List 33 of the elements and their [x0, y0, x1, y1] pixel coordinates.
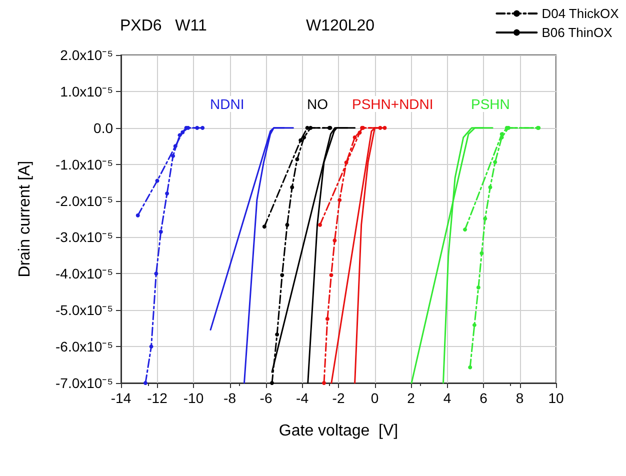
- annotation: PSHN+NDNI: [352, 96, 434, 112]
- x-tick-label: 10: [548, 390, 564, 406]
- x-axis-title: Gate voltage [V]: [278, 422, 398, 440]
- chart-title: PXD6 W11: [120, 18, 207, 34]
- x-tick-label: -12: [147, 390, 168, 406]
- x-tick-label: 2: [407, 390, 416, 406]
- y-tick-label: -1.0x10⁻⁵: [56, 156, 113, 172]
- y-tick-label: 0.0: [94, 120, 114, 136]
- x-tick-label: -14: [110, 390, 132, 406]
- y-tick-label: 2.0x10⁻⁵: [60, 47, 113, 63]
- legend-label: D04 ThickOX: [542, 6, 620, 21]
- annotation: NO: [307, 96, 328, 112]
- x-tick-label: -8: [224, 390, 236, 406]
- y-tick-label: -2.0x10⁻⁵: [56, 192, 113, 209]
- legend-label: B06 ThinOX: [542, 25, 613, 40]
- y-tick-label: -7.0x10⁻⁵: [56, 375, 113, 391]
- y-tick-label: -4.0x10⁻⁵: [56, 266, 113, 282]
- y-tick-label: -5.0x10⁻⁵: [56, 302, 113, 318]
- x-tick-label: -2: [332, 390, 345, 406]
- x-tick-label: -4: [296, 390, 309, 406]
- x-tick-label: 6: [480, 390, 488, 406]
- x-tick-label: -6: [260, 390, 272, 406]
- y-axis-title: Drain current [A]: [16, 160, 34, 278]
- y-tick-label: -3.0x10⁻⁵: [56, 229, 113, 246]
- x-tick-label: -10: [183, 390, 204, 406]
- annotation: NDNI: [210, 96, 244, 112]
- y-tick-label: -6.0x10⁻⁵: [56, 338, 113, 355]
- annotation: PSHN: [471, 96, 510, 112]
- x-tick-label: 0: [370, 390, 379, 406]
- y-tick-label: 1.0x10⁻⁵: [60, 83, 113, 100]
- x-tick-label: 4: [443, 390, 452, 406]
- chart-subtitle: W120L20: [306, 18, 375, 34]
- x-tick-label: 8: [516, 390, 524, 406]
